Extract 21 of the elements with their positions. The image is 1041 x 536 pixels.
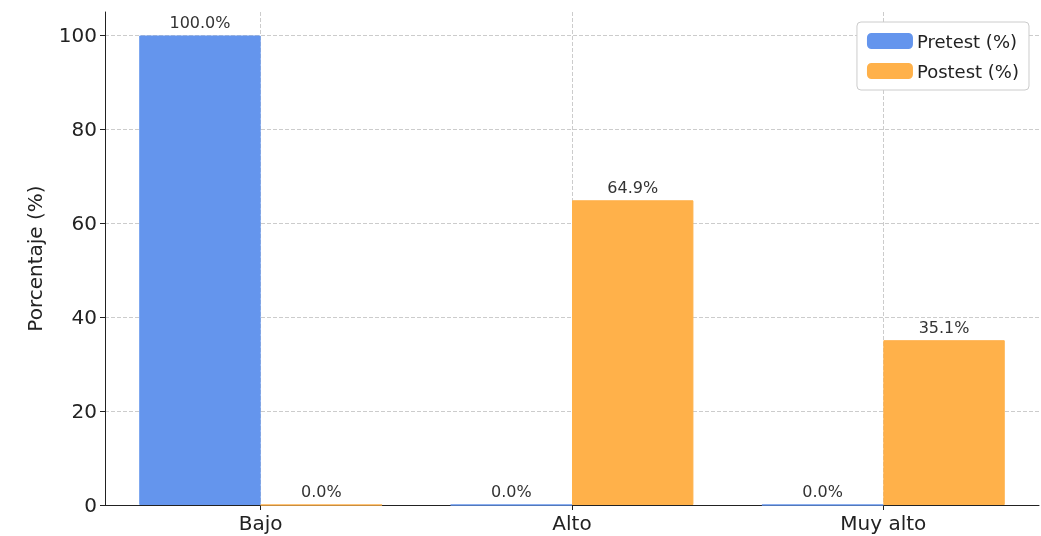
data-label: 64.9% (607, 177, 659, 197)
x-tick-label: Alto (552, 511, 592, 535)
bar (883, 340, 1005, 505)
y-tick-label: 20 (71, 399, 97, 424)
y-tick-label: 100 (58, 23, 97, 48)
y-tick-label: 40 (71, 305, 97, 330)
data-label: 0.0% (490, 482, 532, 501)
y-tick-label: 60 (71, 211, 97, 236)
bar (139, 35, 261, 505)
x-tick-label: Muy alto (840, 511, 927, 535)
x-tick-label: Bajo (238, 511, 283, 535)
y-axis-title: Porcentaje (%) (23, 185, 47, 332)
data-label: 35.1% (918, 317, 970, 337)
bar (572, 200, 694, 505)
data-label: 100.0% (169, 12, 231, 32)
legend-label: Postest (%) (916, 60, 1020, 82)
y-tick-label: 80 (71, 117, 97, 142)
y-tick-label: 0 (84, 493, 97, 517)
legend-label: Pretest (%) (916, 30, 1018, 52)
data-label: 0.0% (802, 482, 843, 501)
data-label: 0.0% (301, 482, 342, 501)
